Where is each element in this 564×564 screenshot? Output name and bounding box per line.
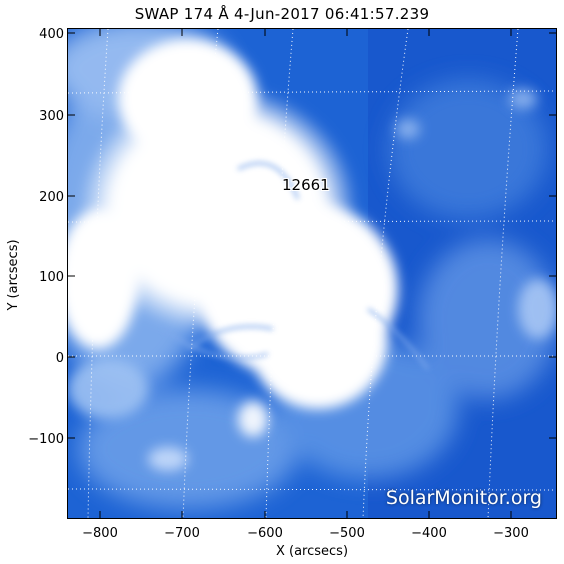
solar-image [68, 29, 556, 518]
x-tick-label: −600 [247, 526, 283, 541]
x-tick-label: −700 [164, 526, 200, 541]
solar-image-panel: 12661 SolarMonitor.org [67, 28, 557, 519]
x-tick-label: −500 [329, 526, 365, 541]
x-tick-label: −800 [82, 526, 118, 541]
image-title: SWAP 174 Å 4-Jun-2017 06:41:57.239 [134, 5, 430, 23]
x-tick-label: −400 [411, 526, 447, 541]
watermark: SolarMonitor.org [385, 487, 542, 509]
y-tick-label: 400 [39, 27, 64, 42]
y-tick-label: 200 [39, 190, 64, 205]
y-tick-label: 0 [56, 351, 64, 366]
y-axis-label: Y (arcsecs) [6, 239, 21, 311]
x-axis-label: X (arcsecs) [276, 544, 348, 559]
active-region-label: 12661 [282, 176, 330, 194]
y-tick-label: 300 [39, 109, 64, 124]
x-tick-label: −300 [493, 526, 529, 541]
y-tick-label: −100 [28, 432, 64, 447]
y-tick-label: 100 [39, 270, 64, 285]
